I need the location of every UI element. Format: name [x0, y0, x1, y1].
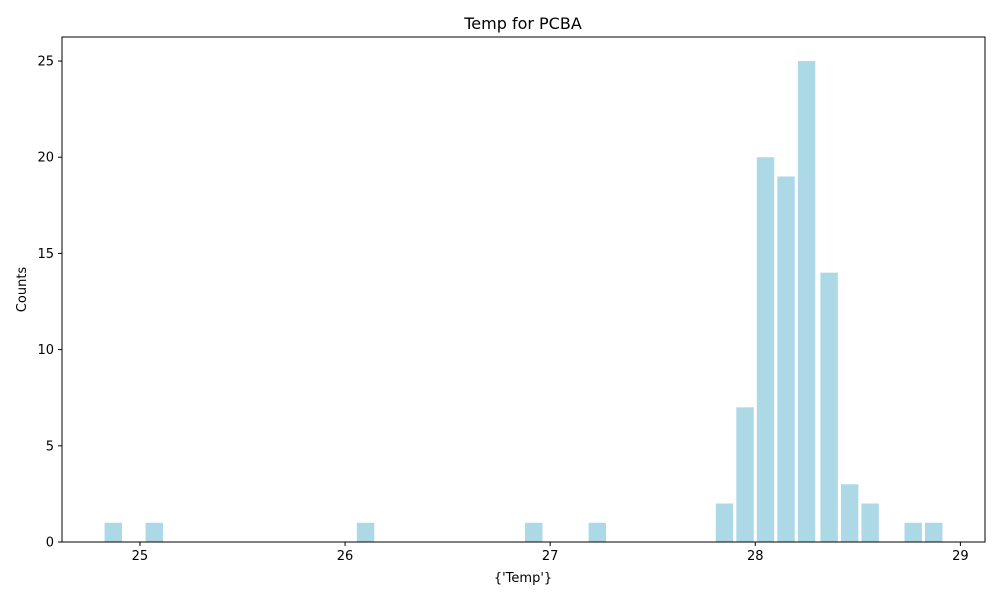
bar-0 [104, 522, 122, 542]
bar-5 [715, 503, 734, 542]
y-tick-label: 25 [37, 55, 54, 70]
bar-10 [820, 272, 838, 542]
y-axis-ticks: 0 5 10 15 20 25 [37, 55, 62, 551]
x-axis-ticks: 25 26 27 28 29 [132, 542, 969, 564]
chart-title: Temp for PCBA [463, 14, 582, 33]
bars-group [104, 61, 943, 543]
bar-13 [904, 522, 922, 542]
y-axis-label: Counts [15, 267, 30, 313]
x-tick-label: 25 [132, 549, 149, 564]
bar-9 [797, 61, 816, 543]
y-tick-label: 20 [37, 151, 54, 166]
x-tick-label: 29 [952, 549, 969, 564]
bar-4 [588, 522, 607, 542]
bar-12 [861, 503, 879, 542]
bar-3 [525, 522, 543, 542]
x-tick-label: 26 [337, 549, 354, 564]
y-tick-label: 5 [46, 439, 54, 454]
y-tick-label: 10 [37, 343, 54, 358]
plot-frame [61, 36, 986, 543]
bar-7 [756, 157, 775, 543]
x-axis-label: {'Temp'} [494, 571, 552, 586]
bar-6 [736, 407, 754, 542]
y-tick-label: 0 [46, 536, 54, 551]
bar-8 [777, 176, 795, 543]
bar-2 [356, 522, 375, 542]
bar-14 [925, 522, 943, 542]
y-tick-label: 15 [37, 247, 54, 262]
bar-11 [840, 484, 859, 542]
bar-1 [145, 522, 164, 542]
x-tick-label: 28 [747, 549, 764, 564]
x-tick-label: 27 [542, 549, 559, 564]
